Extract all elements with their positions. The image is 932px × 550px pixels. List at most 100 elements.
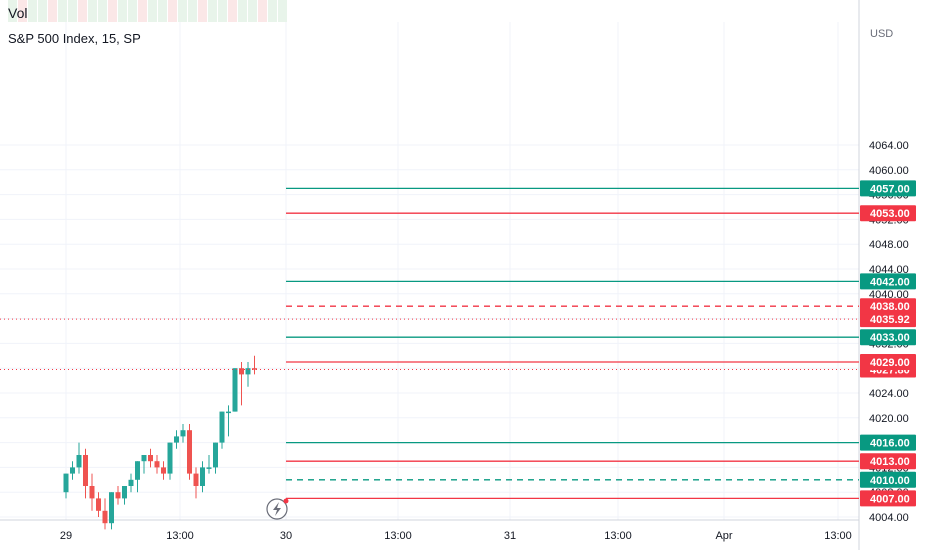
time-tick-label: 13:00 (384, 530, 412, 542)
time-tick-label: 13:00 (166, 530, 194, 542)
price-tick-label: 4020.00 (869, 413, 909, 425)
price-tick-label: 4044.00 (869, 264, 909, 276)
volume-bar (198, 0, 207, 22)
volume-bar (228, 0, 237, 22)
volume-bar (158, 0, 167, 22)
level-price-badge (860, 490, 916, 507)
level-price-label: 4016.00 (870, 438, 910, 450)
level-price-label: 4033.00 (870, 332, 910, 344)
volume-bar (68, 0, 77, 22)
level-price-badge (860, 273, 916, 290)
time-tick-label: 29 (60, 530, 72, 542)
candle (174, 436, 179, 443)
candle (83, 455, 88, 486)
candle (122, 486, 127, 499)
volume-bar (268, 0, 277, 22)
level-price-label: 4038.00 (870, 301, 910, 313)
time-tick-label: 30 (280, 530, 292, 542)
candle (167, 442, 173, 474)
candle (96, 498, 101, 511)
level-price-badge (860, 434, 916, 451)
level-price-label: 4010.00 (870, 475, 910, 487)
volume-bar (18, 0, 27, 22)
candle (180, 430, 186, 437)
candle (135, 461, 140, 480)
candle (232, 368, 238, 412)
level-price-badge (860, 298, 916, 315)
volume-bar (78, 0, 87, 22)
level-price-label: 4007.00 (870, 493, 910, 505)
lightning-bolt-icon (273, 502, 281, 516)
price-tick-label: 4004.00 (869, 512, 909, 524)
candle (148, 455, 153, 462)
volume-bar (188, 0, 197, 22)
volume-bar (208, 0, 217, 22)
volume-bar (48, 0, 57, 22)
previous-close-label: 4035.92 (870, 314, 910, 326)
volume-bar (138, 0, 147, 22)
candle (154, 461, 160, 468)
volume-bar (238, 0, 247, 22)
volume-bar (98, 0, 107, 22)
candle (239, 368, 244, 375)
time-tick-label: 13:00 (604, 530, 632, 542)
volume-bar (8, 0, 17, 22)
candle (70, 467, 75, 474)
candle (115, 492, 121, 499)
candle (63, 473, 69, 493)
level-price-label: 4029.00 (870, 357, 910, 369)
volume-legend-label: Vol (8, 5, 28, 21)
candle (219, 411, 225, 443)
candle (252, 368, 257, 370)
candle (187, 430, 192, 474)
level-price-label: 4053.00 (870, 208, 910, 220)
time-tick-label: 13:00 (824, 530, 852, 542)
level-price-label: 4042.00 (870, 276, 910, 288)
candle (206, 467, 212, 469)
volume-bar (258, 0, 267, 22)
volume-bar (248, 0, 257, 22)
level-price-badge (860, 453, 916, 470)
price-tick-label: 4064.00 (869, 140, 909, 152)
volume-bar (118, 0, 127, 22)
volume-bar (108, 0, 117, 22)
volume-bar (88, 0, 97, 22)
candle (89, 486, 95, 499)
candle (213, 442, 218, 468)
level-price-badge (860, 205, 916, 222)
price-tick-label: 4060.00 (869, 165, 909, 177)
candle (226, 411, 231, 414)
price-tick-label: 4024.00 (869, 388, 909, 400)
volume-bar (178, 0, 187, 22)
level-price-badge (860, 354, 916, 370)
volume-bar (28, 0, 37, 22)
volume-bar (218, 0, 227, 22)
level-price-badge (860, 180, 916, 197)
level-price-badge (860, 329, 916, 346)
candle (193, 473, 199, 486)
volume-bar (58, 0, 67, 22)
time-tick-label: Apr (715, 530, 732, 542)
candle (76, 455, 82, 468)
volume-bar (148, 0, 157, 22)
notification-dot-icon (283, 498, 289, 504)
level-price-label: 4057.00 (870, 183, 910, 195)
previous-close-badge (860, 311, 916, 328)
volume-bar (128, 0, 137, 22)
price-tick-label: 4048.00 (869, 239, 909, 251)
level-price-label: 4013.00 (870, 456, 910, 468)
candle (109, 492, 114, 524)
candle (245, 368, 251, 375)
candle (141, 455, 147, 462)
candle (102, 510, 108, 524)
volume-bar (168, 0, 177, 22)
candle (200, 467, 205, 486)
level-price-badge (860, 471, 916, 488)
symbol-title[interactable]: S&P 500 Index, 15, SP (8, 31, 141, 46)
candle (128, 479, 134, 486)
candle (161, 467, 166, 474)
volume-bar (38, 0, 47, 22)
time-tick-label: 31 (504, 530, 516, 542)
volume-bar (278, 0, 287, 22)
